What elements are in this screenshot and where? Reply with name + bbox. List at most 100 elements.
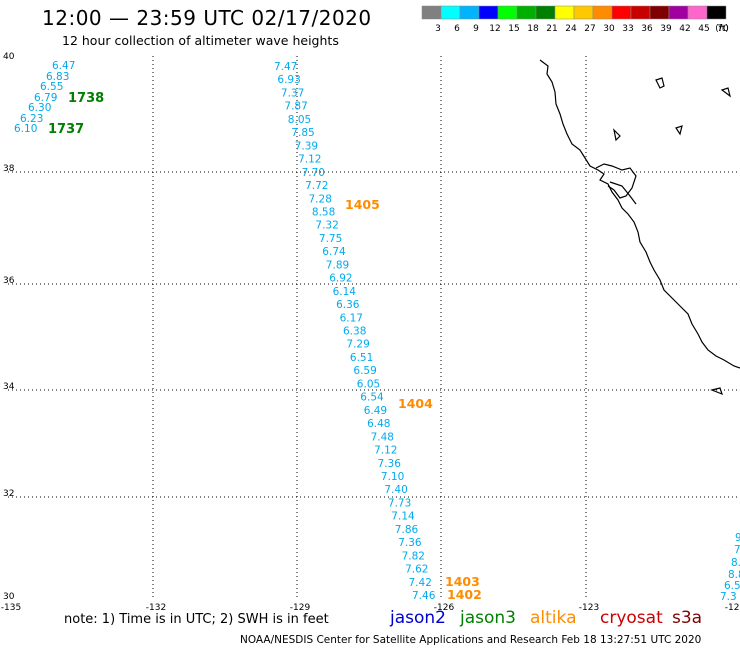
swh-value: 7.72 [305,180,328,192]
swh-value: 7.14 [391,511,415,523]
scale-unit: (ft) [715,24,729,34]
swh-value: 6.47 [52,60,75,72]
scale-tick-label: 6 [454,24,460,34]
scale-tick-label: 12 [489,24,500,34]
lon-label: -126 [434,603,455,613]
swh-value: 6.36 [336,299,360,311]
swh-value: 6.17 [340,312,363,324]
swh-value: 6.48 [367,418,390,430]
scale-swatch [478,5,499,20]
swh-value: 7.40 [384,484,407,496]
color-scale: 3 6 9 12 15 18 21 24 27 30 33 36 39 42 45 70(ft) [421,5,729,34]
satellite-legend-item: s3a [672,608,703,628]
lat-label: 32 [3,489,14,499]
swh-value: 6.93 [277,74,300,86]
scale-swatch [535,5,556,20]
swh-value: 6.83 [46,71,69,83]
swh-value: 6.23 [20,113,43,125]
scale-tick-label: 21 [546,24,557,34]
swh-value: 6.5 [724,580,740,592]
lat-lon-grid [8,56,740,600]
scale-swatch [630,5,651,20]
swh-value: 8.8 [728,569,740,581]
scale-swatch [459,5,480,20]
scale-swatch [592,5,613,20]
pass-label: 1402 [447,587,482,602]
swh-value: 7.29 [346,339,369,351]
scale-swatch [649,5,670,20]
scale-swatch [573,5,594,20]
scale-swatch [611,5,632,20]
lat-label: 30 [3,592,15,602]
pass-label: 1404 [398,396,433,411]
footer-credit: NOAA/NESDIS Center for Satellite Applica… [240,634,702,646]
swh-value: 7.75 [319,233,342,245]
swh-value: 7.48 [371,431,394,443]
scale-swatch [440,5,461,20]
lat-label: 34 [3,382,15,392]
swh-value: 6.30 [28,102,51,114]
scale-tick-label: 42 [679,24,690,34]
scale-swatch [554,5,575,20]
swh-value: 7.39 [295,140,318,152]
scale-swatch [497,5,518,20]
units-note: note: 1) Time is in UTC; 2) SWH is in fe… [64,612,329,627]
swh-value: 8. [731,557,740,569]
swh-value: 7.36 [378,458,402,470]
map-subtitle: 12 hour collection of altimeter wave hei… [62,33,339,48]
swh-value: 6.79 [34,92,57,104]
satellite-legend-item: jason3 [460,608,516,628]
swh-value: 7.62 [405,564,428,576]
pass-label: 1737 [48,122,84,137]
swh-value: 7.46 [412,590,436,602]
scale-swatch [706,5,727,20]
swh-value: 7.82 [402,550,425,562]
swh-value: 8.58 [312,207,335,219]
swh-value: 6.49 [364,405,387,417]
swh-value: 7.32 [315,220,338,232]
swh-value: 6.05 [357,378,380,390]
satellite-legend-item: cryosat [600,608,663,628]
lon-label: -123 [579,603,599,613]
swh-value: 7.10 [381,471,404,483]
lat-label: 36 [3,276,15,286]
pass-label: 1738 [68,91,104,106]
altika-track-values: 7.476.937.377.878.057.857.397.127.707.72… [274,61,436,602]
scale-tick-label: 36 [641,24,653,34]
scale-tick-label: 27 [584,24,595,34]
scale-tick-label: 39 [660,24,672,34]
lat-label: 38 [3,164,15,174]
scale-tick-label: 9 [473,24,479,34]
satellite-legend-item: altika [530,608,577,628]
scale-tick-label: 45 [698,24,709,34]
jason3-track-values: 6.476.836.556.796.306.236.10 [14,60,75,135]
swh-value: 6.51 [350,352,373,364]
swh-value: 7.42 [409,577,432,589]
scale-tick-label: 70 [717,24,729,34]
swh-value: 8.05 [288,114,311,126]
swh-value: 6.59 [353,365,376,377]
lon-label: -132 [146,603,166,613]
coastline [539,59,740,396]
scale-tick-label: 3 [435,24,441,34]
scale-tick-label: 30 [603,24,615,34]
right-edge-track-values: 978.8.86.57.3 [720,532,740,603]
satellite-legend-item: jason2 [390,608,446,628]
swh-value: 7.28 [309,193,332,205]
scale-swatch [421,5,442,20]
swh-value: 7.12 [298,154,321,166]
swh-value: 7.3 [720,591,737,603]
scale-tick-label: 15 [508,24,519,34]
scale-tick-label: 24 [565,24,577,34]
swh-value: 6.55 [40,81,63,93]
map-title: 12:00 — 23:59 UTC 02/17/2020 [42,6,372,30]
swh-value: 7.12 [374,445,397,457]
swh-value: 7.86 [395,524,419,536]
swh-value: 6.74 [322,246,346,258]
axis-labels: 40 38 36 34 32 30-135 -132 -129 -126 -123 -120 [1,52,740,613]
lon-label: -135 [1,603,21,613]
scale-swatch [668,5,689,20]
pass-label: 1403 [445,574,480,589]
scale-tick-label: 33 [622,24,633,34]
